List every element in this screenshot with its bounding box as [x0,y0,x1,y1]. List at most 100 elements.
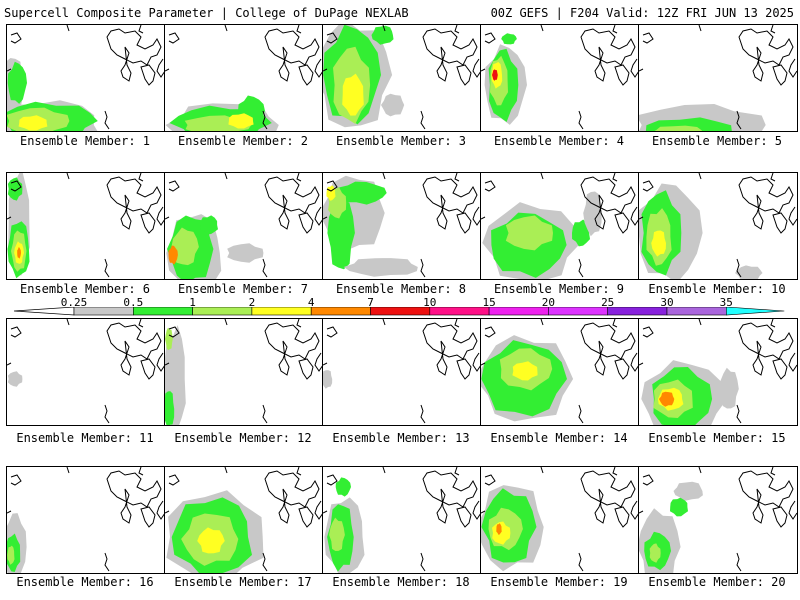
scp-contour-map [323,319,481,424]
coastline-path [481,68,486,72]
coastline-path [326,326,338,338]
great-lakes-outline [323,467,481,572]
coastline-path [314,58,323,78]
member-label: Ensemble Member: 10 [648,282,786,296]
ensemble-map-12 [164,318,324,426]
coastline-path [422,176,478,214]
coastline-path [472,58,481,78]
coastline-path [120,340,132,376]
coastline-path [106,470,162,508]
scp-contour-fill [323,370,333,389]
coastline-path [314,206,323,226]
coastline-path [752,340,764,376]
member-label: Ensemble Member: 5 [651,134,783,148]
great-lakes-outline [481,319,639,424]
coastline-path [7,510,12,514]
coastline-path [7,68,12,72]
coastline-path [165,362,170,366]
contour-c0_25 [227,243,264,263]
contour-c7 [492,69,498,81]
ensemble-map-7 [164,172,324,280]
contour-c1 [165,327,173,351]
coastline-path [612,467,618,476]
scp-contour-fill [7,58,98,131]
coastline-path [578,404,584,424]
coastline-path [138,173,144,182]
contour-c4 [17,247,21,259]
colorbar-tick-label: 10 [423,296,437,309]
coastline-path [698,467,702,474]
contour-c0_5 [371,25,394,45]
coastline-path [168,180,180,192]
coastline-path [420,552,426,572]
coastline-path [138,25,144,34]
coastline-path [612,25,618,34]
coastline-path [788,500,797,520]
coastline-path [10,180,22,192]
coastline-path [296,25,302,34]
member-label: Ensemble Member: 6 [19,282,151,296]
member-label: Ensemble Member: 8 [335,282,467,296]
coastline-path [788,352,797,372]
coastline-path [165,510,170,514]
great-lakes-outline [323,319,481,424]
coastline-path [156,206,165,226]
coastline-path [296,173,302,182]
coastline-path [614,506,630,528]
coastline-path [298,506,314,528]
coastline-path [420,110,426,130]
coastline-path [66,319,70,326]
ensemble-map-11 [6,318,166,426]
coastline-path [10,326,22,338]
coastline-path [323,68,328,72]
coastline-path [736,404,742,424]
coastline-path [382,467,386,474]
coastline-path [472,352,481,372]
great-lakes-outline [7,173,165,278]
coastline-path [594,488,606,524]
scp-contour-fill [639,104,766,131]
coastline-path [278,340,290,376]
coastline-path [104,258,110,278]
contour-c4 [168,245,178,265]
ensemble-map-10 [638,172,798,280]
coastline-path [314,352,323,372]
coastline-path [642,180,654,192]
coastline-path [382,319,386,326]
scp-contour-fill [641,360,739,425]
scp-contour-map [165,467,323,573]
great-lakes-outline [481,25,639,130]
coastline-path [788,206,797,226]
scp-contour-fill [481,485,544,572]
coastline-path [594,46,606,82]
coastline-path [770,319,776,328]
coastline-path [540,25,544,32]
ensemble-map-6 [6,172,166,280]
scp-contour-map [639,467,797,573]
coastline-path [278,46,290,82]
coastline-path [323,216,328,220]
run-valid-time: 00Z GEFS | F204 Valid: 12Z FRI JUN 13 20… [490,6,794,20]
great-lakes-outline [165,173,323,278]
coastline-path [484,180,496,192]
great-lakes-outline [639,25,797,130]
coastline-path [772,506,788,528]
coastline-path [752,46,764,82]
scp-contour-map [481,319,639,424]
scp-contour-fill [166,214,264,279]
coastline-path [642,474,654,486]
coastline-path [630,500,639,520]
scp-contour-map [7,467,165,573]
ensemble-map-5 [638,24,798,132]
contour-c0_5 [335,477,351,497]
member-label: Ensemble Member: 11 [16,431,154,445]
coastline-path [481,362,486,366]
coastline-path [262,552,268,572]
scp-contour-fill [165,325,186,425]
coastline-path [614,64,630,86]
ensemble-map-15 [638,318,798,426]
coastline-path [772,64,788,86]
contour-c2 [512,361,538,381]
coastline-path [772,212,788,234]
member-label: Ensemble Member: 13 [332,431,470,445]
